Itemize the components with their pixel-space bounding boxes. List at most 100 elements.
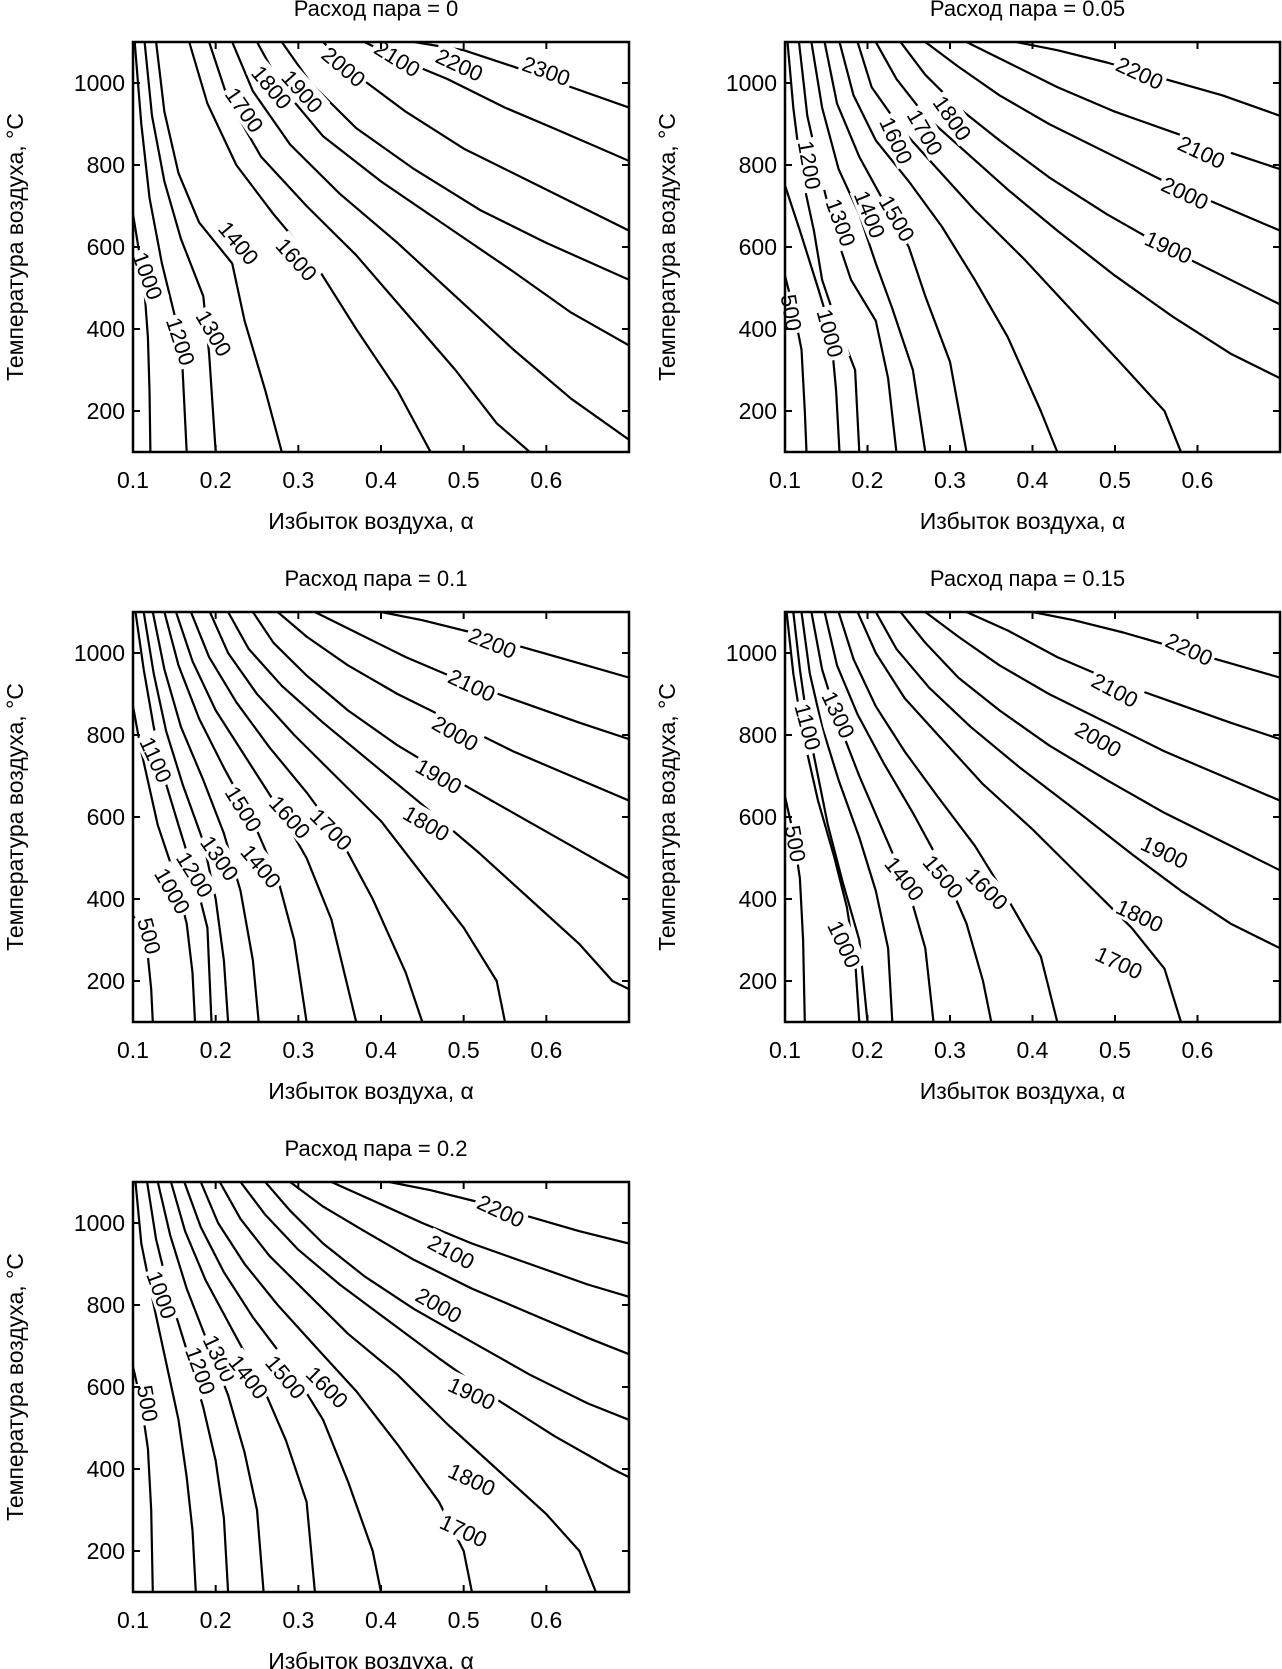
y-tick-label: 600	[739, 234, 777, 260]
contour-label: 1100	[134, 729, 180, 789]
contour-line	[838, 42, 1059, 452]
panel-title: Расход пара = 0	[294, 0, 459, 21]
panel-title: Расход пара = 0.2	[285, 1136, 468, 1161]
contour-label: 1600	[270, 230, 325, 287]
contour-label: 2000	[426, 708, 486, 756]
contour-level-text: 1100	[789, 701, 825, 753]
contour-level-text: 1000	[141, 1268, 181, 1323]
panel-title: Расход пара = 0.05	[930, 0, 1125, 21]
contour-line	[330, 1182, 629, 1298]
y-axis-label: Температура воздуха, °С	[2, 1253, 28, 1521]
contour-line	[189, 612, 424, 1022]
contour-label: 2200	[1110, 49, 1170, 95]
contour-level-text: 1200	[793, 139, 826, 192]
y-tick-label: 400	[87, 1456, 125, 1482]
contour-line	[155, 42, 283, 452]
contour-line	[151, 612, 260, 1022]
x-tick-label: 0.6	[530, 1037, 562, 1063]
contour-lines	[785, 612, 1280, 1022]
y-tick-label: 800	[87, 152, 125, 178]
contour-label: 1900	[1135, 828, 1195, 874]
contour-line	[208, 612, 507, 1022]
contour-line	[218, 1182, 597, 1592]
contour-line	[786, 42, 861, 452]
contour-line	[797, 42, 898, 452]
y-tick-label: 600	[87, 804, 125, 830]
contour-line	[280, 42, 629, 281]
x-tick-label: 0.3	[934, 1037, 966, 1063]
x-axis-label: Избыток воздуха, α	[268, 1648, 474, 1669]
contour-line	[856, 612, 1183, 1022]
contour-label: 1800	[397, 798, 457, 847]
x-axis-label: Избыток воздуха, α	[268, 1078, 474, 1104]
y-tick-label: 1000	[74, 640, 125, 666]
contour-line	[810, 42, 927, 452]
contour-level-text: 2200	[1112, 52, 1167, 95]
contour-panel: Расход пара = 0.155001000110013001400150…	[654, 566, 1282, 1104]
y-tick-label: 400	[739, 316, 777, 342]
contour-level-text: 2100	[444, 664, 499, 707]
y-tick-label: 400	[739, 886, 777, 912]
y-axis-label: Температура воздуха, °С	[654, 683, 680, 951]
contour-line	[264, 1182, 629, 1421]
x-axis-label: Избыток воздуха, α	[920, 508, 1126, 534]
contour-label: 1900	[442, 1370, 502, 1415]
x-tick-label: 0.1	[117, 467, 149, 493]
x-tick-label: 0.2	[200, 1607, 232, 1633]
x-tick-label: 0.2	[200, 1037, 232, 1063]
contour-level-text: 1000	[812, 306, 849, 360]
contour-label: 1900	[1139, 223, 1199, 269]
y-tick-label: 600	[87, 234, 125, 260]
y-tick-label: 400	[87, 316, 125, 342]
contour-line	[142, 612, 230, 1022]
contour-line	[792, 612, 869, 1022]
contour-level-text: 2200	[473, 1189, 528, 1232]
contour-label: 1500	[220, 779, 270, 838]
contour-level-text: 2100	[1174, 131, 1229, 174]
contour-line	[785, 796, 806, 1022]
x-tick-label: 0.4	[1017, 1037, 1049, 1063]
contour-line	[800, 612, 894, 1022]
contour-label: 1400	[879, 849, 932, 907]
contour-line	[810, 612, 935, 1022]
panel-title: Расход пара = 0.15	[930, 566, 1125, 591]
y-tick-label: 1000	[726, 640, 777, 666]
contour-label: 2100	[1085, 665, 1145, 713]
contour-label: 2200	[430, 41, 490, 87]
x-tick-label: 0.3	[282, 467, 314, 493]
contour-level-text: 500	[132, 915, 166, 957]
contour-label: 1000	[141, 1264, 184, 1324]
x-tick-label: 0.3	[934, 467, 966, 493]
contour-line	[289, 1182, 629, 1356]
contour-level-text: 2300	[519, 51, 574, 91]
contour-level-text: 2000	[1157, 172, 1212, 215]
contour-line	[143, 42, 217, 452]
contour-line	[924, 42, 1280, 232]
x-tick-label: 0.6	[1182, 467, 1214, 493]
y-tick-label: 800	[87, 1292, 125, 1318]
x-tick-label: 0.4	[1017, 467, 1049, 493]
y-axis-label: Температура воздуха, °С	[654, 113, 680, 381]
x-axis-label: Избыток воздуха, α	[268, 508, 474, 534]
contour-label: 1000	[812, 303, 850, 363]
x-tick-label: 0.1	[769, 1037, 801, 1063]
axes-frame	[131, 610, 631, 1024]
contour-line	[239, 1182, 629, 1479]
contour-level-text: 2100	[1087, 668, 1142, 713]
x-tick-label: 0.2	[852, 467, 884, 493]
contour-line	[924, 612, 1280, 802]
contour-lines	[133, 42, 629, 452]
x-tick-label: 0.3	[282, 1607, 314, 1633]
x-tick-label: 0.5	[448, 1607, 480, 1633]
x-axis-label: Избыток воздуха, α	[920, 1078, 1126, 1104]
contour-lines	[785, 42, 1280, 452]
contour-line	[899, 612, 1280, 872]
x-tick-label: 0.1	[769, 467, 801, 493]
x-tick-label: 0.4	[365, 1607, 397, 1633]
contour-level-text: 2200	[1162, 628, 1217, 671]
x-tick-label: 0.6	[530, 1607, 562, 1633]
contour-level-text: 500	[132, 1383, 163, 1424]
contour-label: 2200	[1160, 625, 1220, 671]
contour-level-text: 1800	[1112, 894, 1167, 937]
